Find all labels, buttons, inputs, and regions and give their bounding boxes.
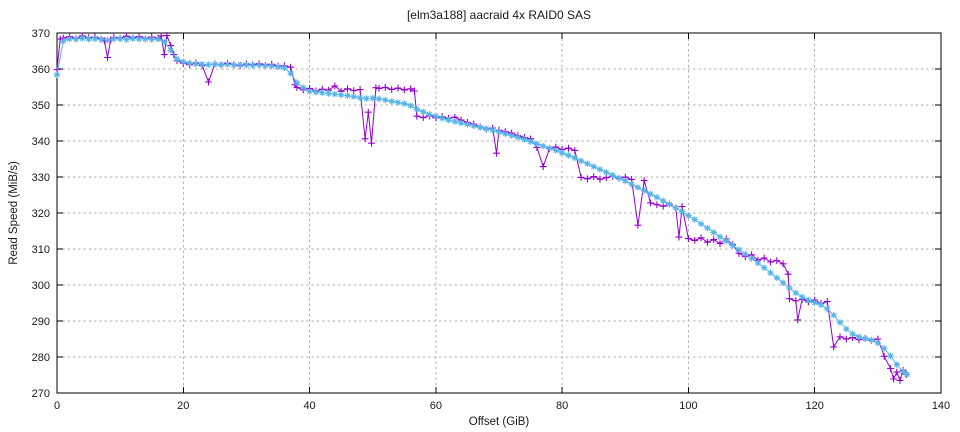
y-tick-label: 320 (32, 208, 50, 220)
y-tick-label: 330 (32, 172, 50, 184)
x-tick-label: 120 (806, 400, 824, 412)
x-tick-label: 20 (177, 400, 189, 412)
x-tick-label: 100 (679, 400, 697, 412)
y-tick-label: 310 (32, 244, 50, 256)
x-tick-label: 80 (556, 400, 568, 412)
series-markers-read-pass-1 (53, 32, 910, 384)
x-tick-label: 140 (932, 400, 950, 412)
y-tick-label: 350 (32, 100, 50, 112)
x-tick-label: 60 (430, 400, 442, 412)
y-tick-label: 370 (32, 28, 50, 40)
y-tick-label: 290 (32, 316, 50, 328)
y-tick-label: 280 (32, 352, 50, 364)
y-tick-label: 270 (32, 388, 50, 400)
x-tick-label: 0 (54, 400, 60, 412)
grid-lines (57, 33, 941, 393)
series-line-read-pass-2 (56, 37, 908, 375)
y-tick-label: 300 (32, 280, 50, 292)
series-markers-read-pass-2 (53, 35, 911, 378)
x-axis-label: Offset (GiB) (468, 416, 530, 428)
axis-ticks (56, 32, 942, 394)
y-tick-label: 340 (32, 136, 50, 148)
chart-title: [elm3a188] aacraid 4x RAID0 SAS (406, 8, 592, 22)
x-tick-label: 40 (303, 400, 315, 412)
series-line-read-pass-1 (56, 35, 907, 382)
y-tick-label: 360 (32, 64, 50, 76)
y-axis-label: Read Speed (MiB/s) (8, 161, 20, 265)
